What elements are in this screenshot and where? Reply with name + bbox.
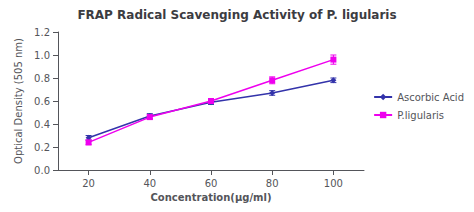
svg-text:0.4: 0.4 [34,119,50,130]
svg-text:1.2: 1.2 [34,27,50,38]
svg-text:1.0: 1.0 [34,50,50,61]
svg-text:0.6: 0.6 [34,96,50,107]
svg-text:Ascorbic Acid: Ascorbic Acid [397,92,464,103]
svg-text:40: 40 [143,178,156,189]
svg-text:100: 100 [324,178,343,189]
svg-text:Optical Density (505 nm): Optical Density (505 nm) [13,38,24,164]
svg-text:Concentration(µg/ml): Concentration(µg/ml) [151,192,272,203]
svg-text:20: 20 [82,178,95,189]
svg-text:60: 60 [205,178,218,189]
svg-text:FRAP Radical Scavenging Activi: FRAP Radical Scavenging Activity of P. l… [77,8,396,22]
svg-text:0.2: 0.2 [34,142,50,153]
svg-text:0.0: 0.0 [34,165,50,176]
svg-text:80: 80 [266,178,279,189]
svg-text:0.8: 0.8 [34,73,50,84]
svg-text:P.ligularis: P.ligularis [397,110,444,121]
